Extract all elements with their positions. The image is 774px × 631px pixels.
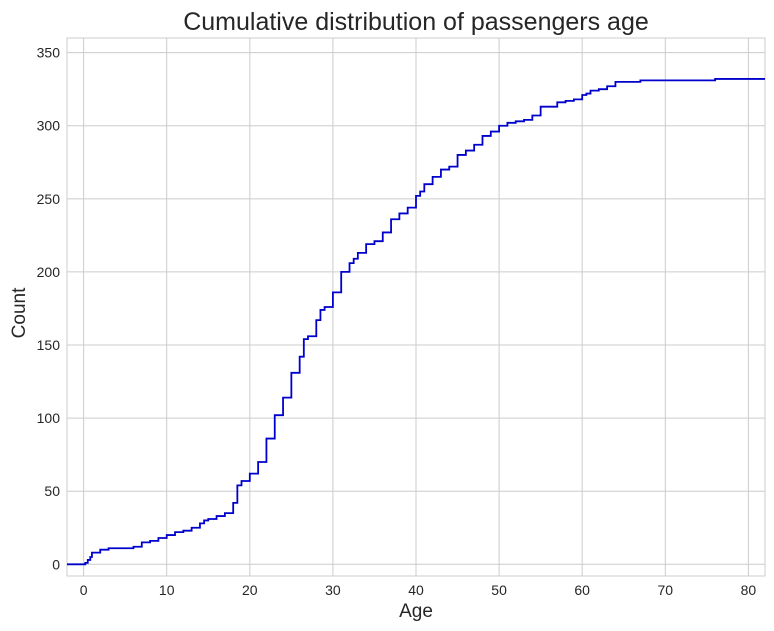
y-tick-label: 0	[52, 556, 60, 572]
y-tick-label: 250	[37, 191, 61, 207]
x-tick-label: 10	[159, 582, 175, 598]
y-tick-label: 50	[44, 483, 60, 499]
x-tick-label: 0	[80, 582, 88, 598]
x-tick-label: 50	[491, 582, 507, 598]
chart-title: Cumulative distribution of passengers ag…	[183, 8, 649, 36]
x-tick-label: 60	[574, 582, 590, 598]
x-tick-label: 40	[408, 582, 424, 598]
x-tick-label: 80	[741, 582, 757, 598]
x-tick-label: 70	[657, 582, 673, 598]
y-tick-label: 300	[37, 118, 61, 134]
x-axis-label: Age	[399, 601, 433, 622]
y-axis-label: Count	[9, 287, 30, 338]
y-tick-label: 150	[37, 337, 61, 353]
y-tick-labels: 0 50 100 150 200 250 300 350	[37, 45, 61, 573]
series-group	[67, 78, 765, 566]
plot-frame	[66, 37, 766, 577]
x-tick-labels: 0 10 20 30 40 50 60 70 80	[80, 582, 757, 598]
y-tick-label: 100	[37, 410, 61, 426]
x-tick-label: 30	[325, 582, 341, 598]
series-line-0	[67, 78, 765, 566]
y-tick-label: 200	[37, 264, 61, 280]
grid	[67, 38, 765, 576]
y-tick-label: 350	[37, 45, 61, 61]
x-tick-label: 20	[242, 582, 258, 598]
